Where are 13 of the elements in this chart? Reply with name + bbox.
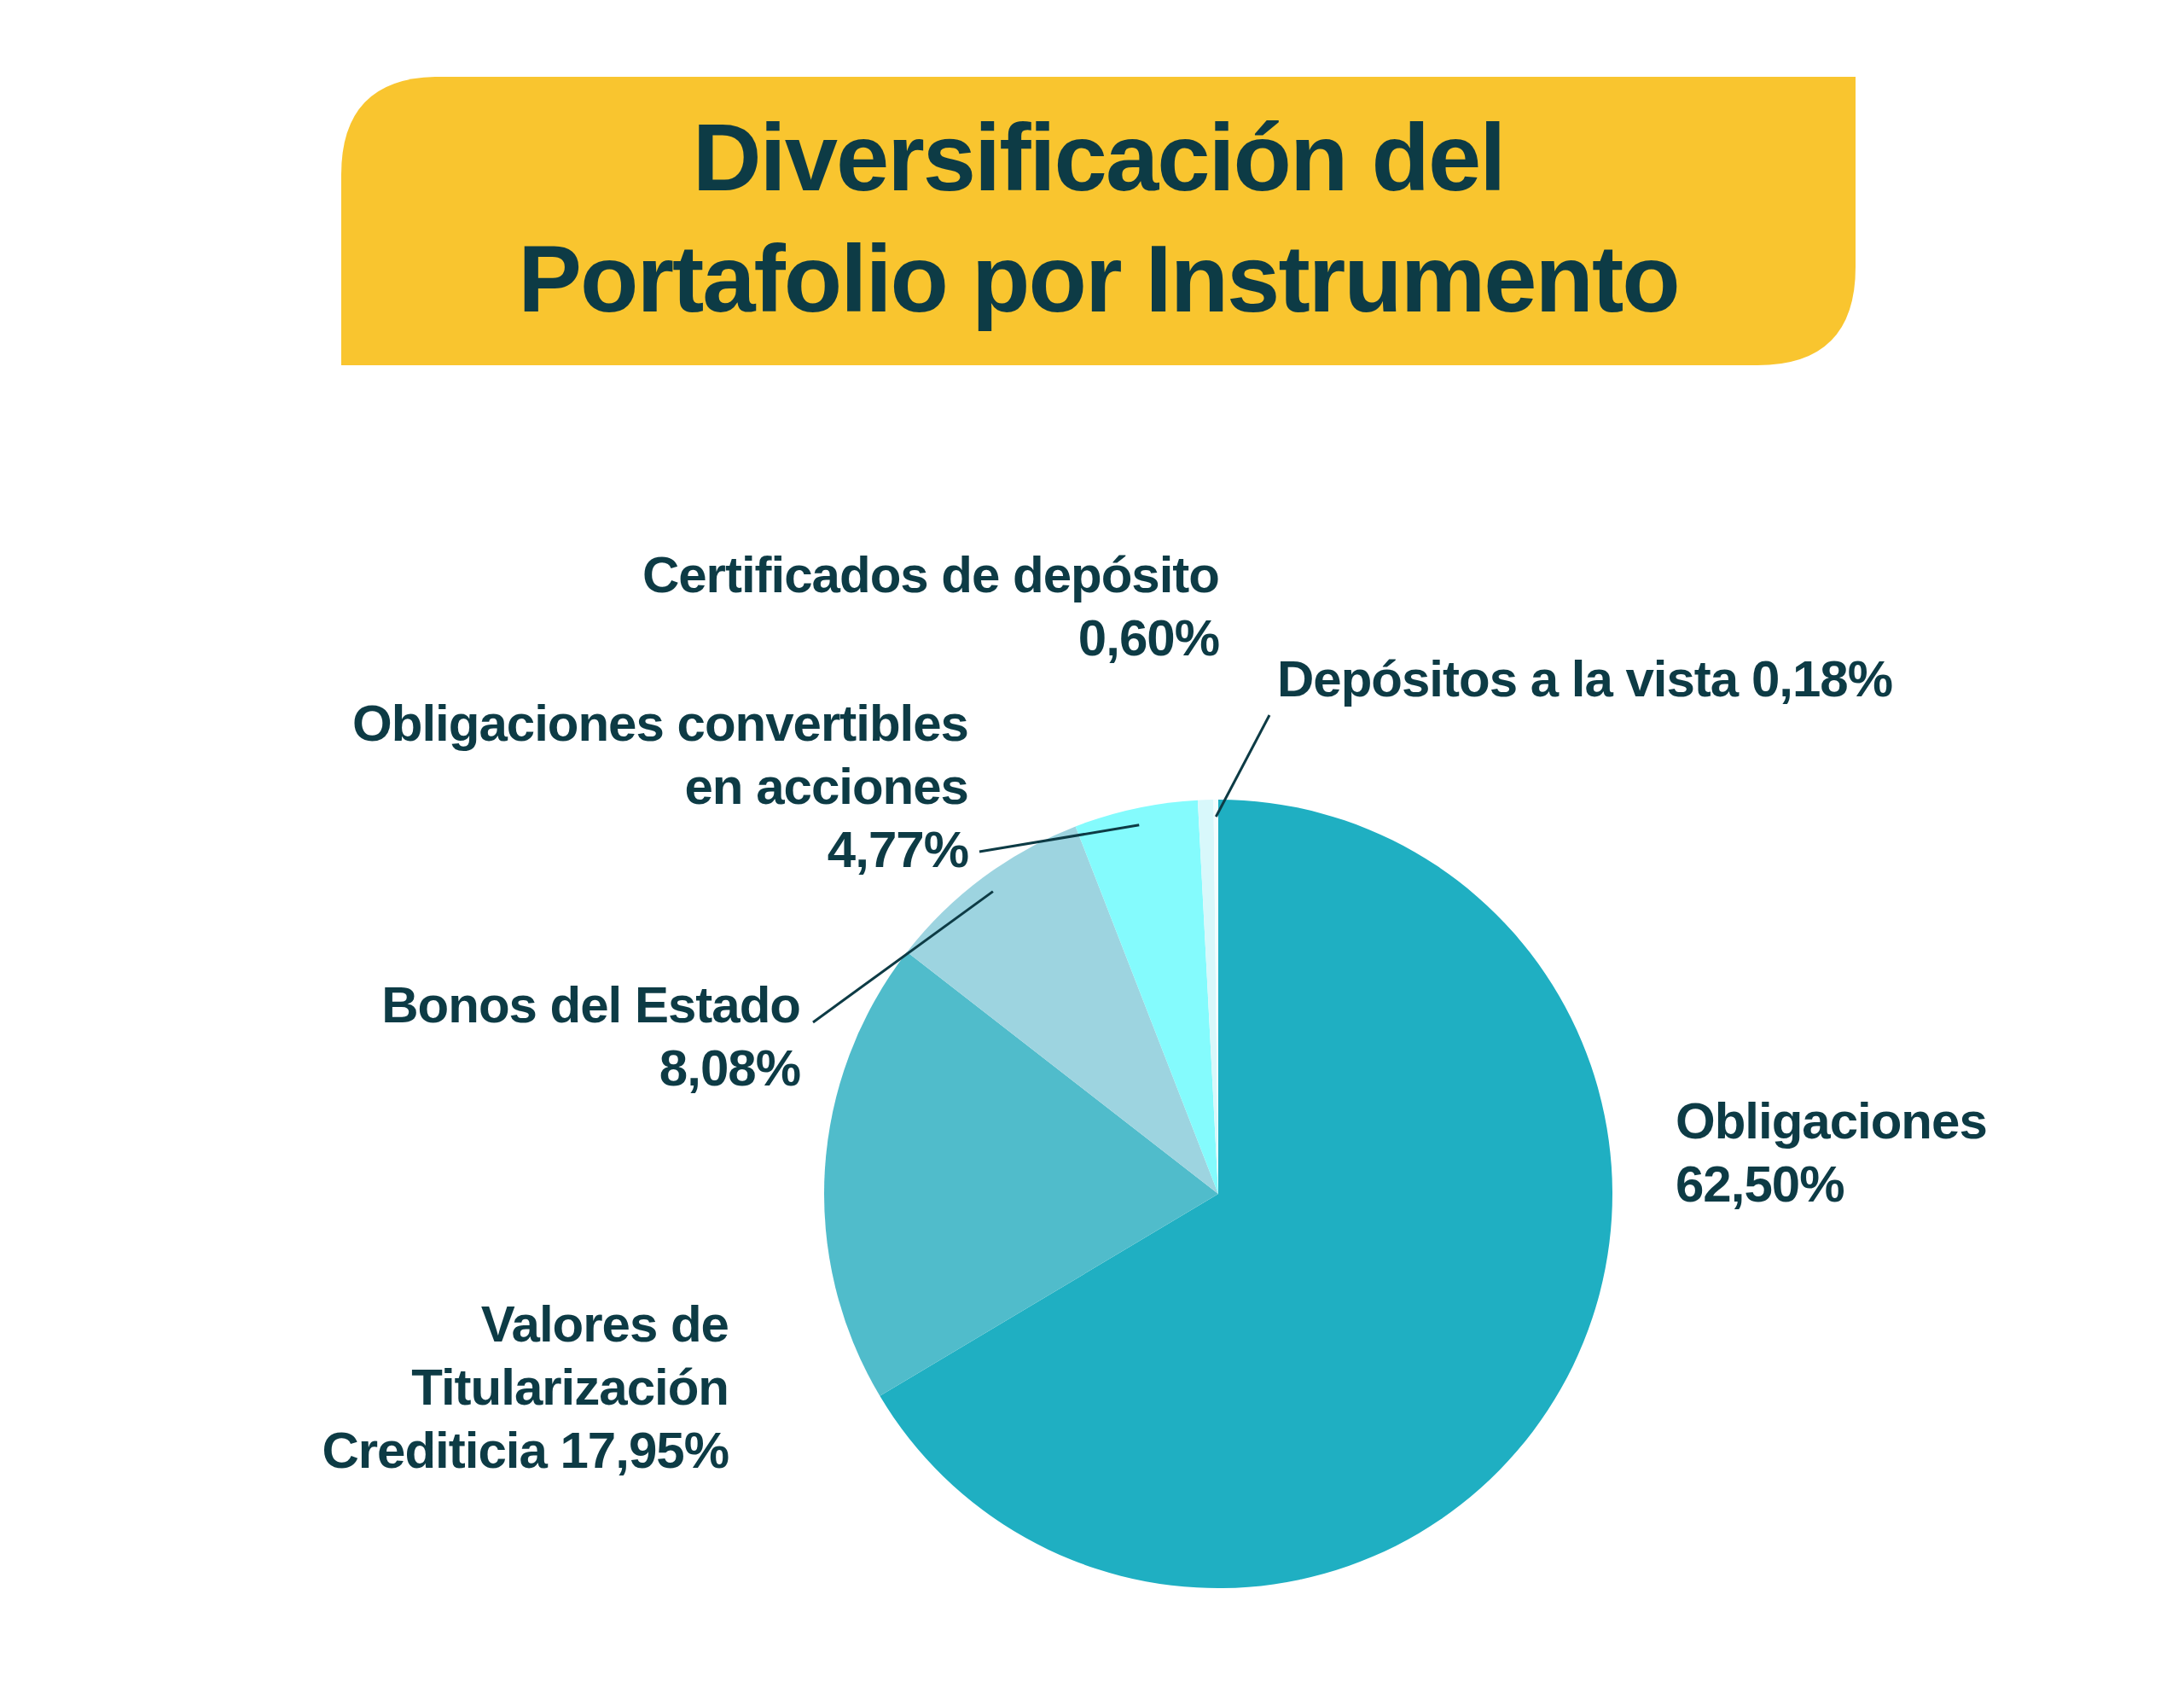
slice-label: Certificados de depósito (642, 546, 1219, 603)
slice-label: Bonos del Estado (381, 976, 800, 1033)
pie-slice (1075, 800, 1218, 1194)
slice-label: Depósitos a la vista 0,18% (1277, 650, 1893, 707)
pie-slice (824, 952, 1218, 1396)
slice-label: Obligaciones (1676, 1092, 1987, 1149)
chart-title: Diversificación del Portafolio por Instrumento (518, 104, 1679, 332)
data-label: 62,50% (1676, 1155, 1844, 1213)
slice-label: Valores de Titularización Crediticia 17,95% (322, 1295, 729, 1479)
data-label: 4,77% (827, 821, 968, 878)
data-label: 0,60% (1077, 609, 1219, 666)
data-label: 8,08% (659, 1039, 800, 1097)
slice-label: Obligaciones convertibles en acciones (352, 695, 968, 815)
